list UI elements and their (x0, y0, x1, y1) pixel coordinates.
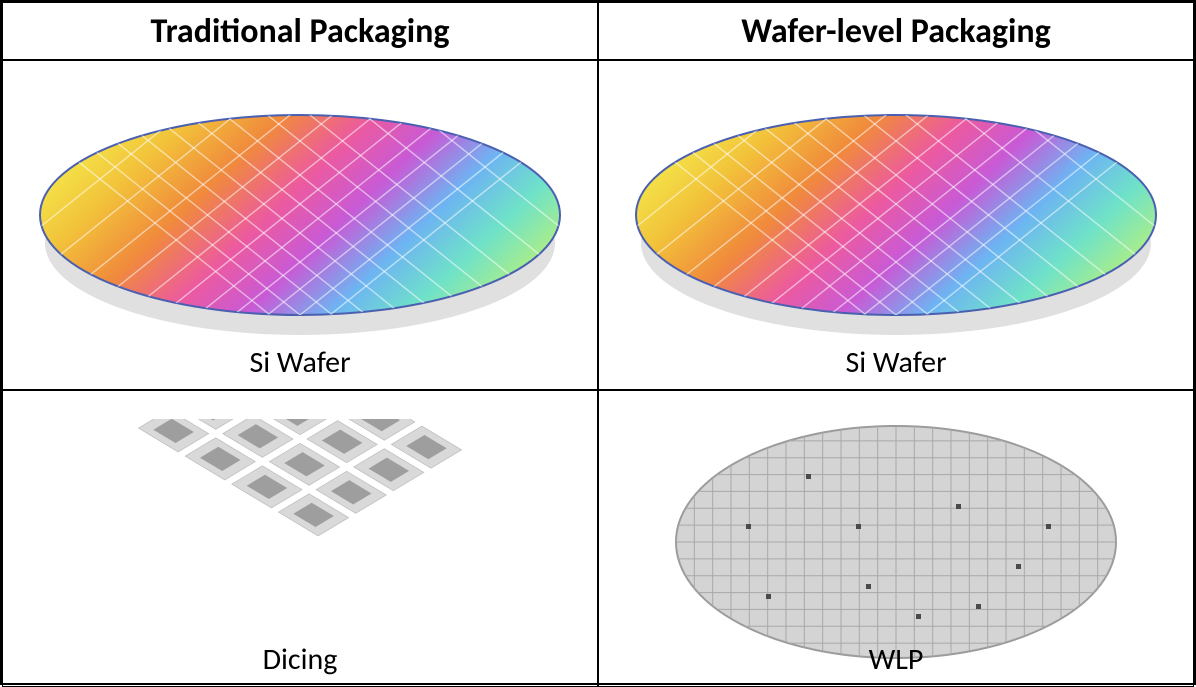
rainbow-wafer-right (599, 61, 1193, 389)
caption-wlp: WLP (869, 641, 924, 678)
header-right-text: Wafer-level Packaging (741, 11, 1051, 52)
comparison-table: Traditional Packaging Wafer-level Packag… (0, 0, 1196, 685)
cell-si-wafer-right: Si Wafer (598, 60, 1194, 390)
caption-dicing: Dicing (263, 641, 338, 678)
cell-wlp: WLP (598, 390, 1194, 687)
caption-si-wafer-left: Si Wafer (249, 344, 350, 381)
header-right: Wafer-level Packaging (598, 2, 1194, 60)
cell-dicing: Dicing (2, 390, 598, 687)
rainbow-wafer-left (3, 61, 597, 389)
caption-si-wafer-right: Si Wafer (845, 344, 946, 381)
header-left: Traditional Packaging (2, 2, 598, 60)
cell-si-wafer-left: Si Wafer (2, 60, 598, 390)
header-left-text: Traditional Packaging (150, 11, 449, 52)
